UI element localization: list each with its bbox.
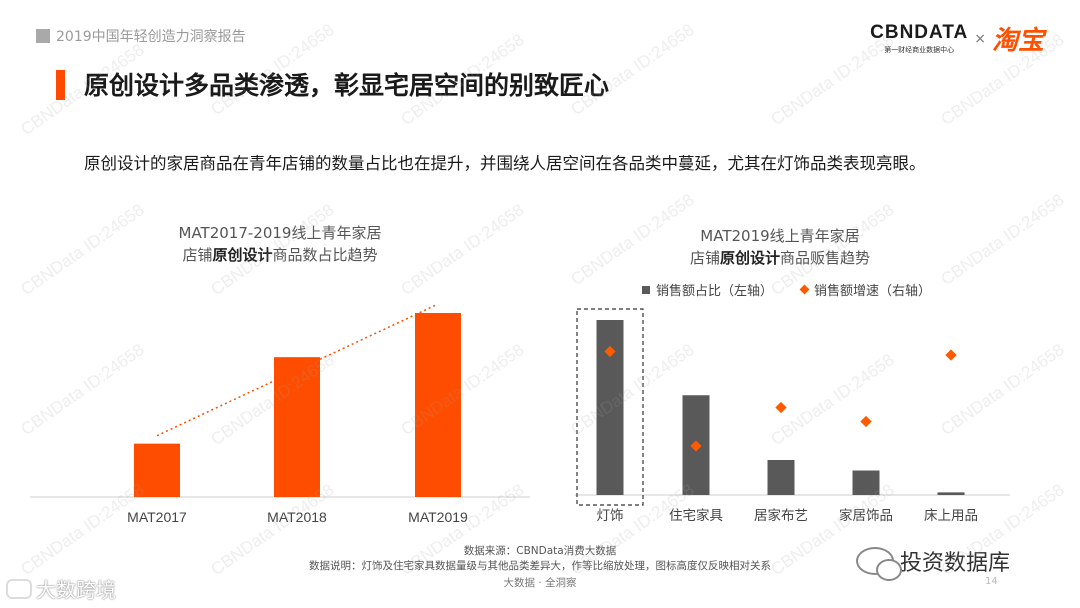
left-bar-mat2019: [415, 313, 461, 497]
right-chart-title: MAT2019线上青年家居 店铺原创设计商品贩售趋势: [650, 225, 910, 269]
legend-square-icon: [642, 285, 650, 294]
left-chart-title-line2: 店铺原创设计商品数占比趋势: [182, 246, 378, 264]
right-chart-title-line1: MAT2019线上青年家居: [700, 227, 860, 245]
right-growth-point-3: [860, 415, 872, 428]
right-x-label-4: 床上用品: [924, 508, 978, 524]
right-x-label-2: 居家布艺: [754, 507, 808, 524]
report-tag-label: 2019中国年轻创造力洞察报告: [56, 29, 246, 45]
brand-separator: ×: [974, 30, 986, 47]
taobao-logo: 淘宝: [991, 26, 1044, 56]
right-x-label-3: 家居饰品: [839, 507, 893, 524]
legend-item-growth: 销售额增速（右轴）: [799, 280, 932, 299]
right-x-label-1: 住宅家具: [669, 507, 723, 524]
left-x-label-mat2018: MAT2018: [267, 509, 327, 525]
left-x-label-mat2017: MAT2017: [127, 509, 187, 525]
right-bar-2: [767, 460, 795, 495]
right-growth-point-0: [604, 345, 616, 358]
left-chart-title: MAT2017-2019线上青年家居 店铺原创设计商品数占比趋势: [150, 222, 410, 266]
legend-item-share: 销售额占比（左轴）: [642, 280, 773, 299]
legend-label-share: 销售额占比（左轴）: [656, 284, 774, 299]
intro-text: 原创设计的家居商品在青年店铺的数量占比也在提升，并围绕人居空间在各品类中蔓延，尤…: [84, 154, 926, 173]
right-bar-3: [852, 470, 880, 495]
right-chart-legend: 销售额占比（左轴） 销售额增速（右轴）: [642, 280, 931, 299]
right-growth-point-1: [690, 440, 702, 452]
cbndata-logo: CBNDATA 第一财经商业数据中心: [870, 22, 968, 55]
highlight-box-lamps: [576, 308, 644, 506]
left-trend-line: [156, 304, 437, 437]
right-growth-point-4: [945, 349, 957, 361]
data-source: 数据来源：CBNData消费大数据: [463, 545, 617, 557]
left-bar-mat2018: [274, 357, 320, 497]
right-x-label-0: 灯饰: [597, 508, 624, 524]
corner-logo-icon: [6, 578, 32, 599]
page-number: 14: [985, 576, 998, 587]
footer-tagline: 大数据 · 全洞察: [503, 577, 577, 589]
report-tag-square: [36, 29, 50, 43]
corner-logo-text: 大数跨境: [36, 578, 116, 602]
corner-logo: 大数跨境: [6, 574, 116, 603]
brand-logos: CBNDATA 第一财经商业数据中心 × 淘宝: [870, 20, 1044, 57]
wechat-account: 投资数据库: [856, 545, 1011, 581]
wechat-icon: [856, 547, 902, 581]
legend-label-growth: 销售额增速（右轴）: [814, 284, 932, 299]
left-bar-mat2017: [134, 443, 180, 497]
cbndata-subtitle: 第一财经商业数据中心: [884, 46, 955, 54]
right-bar-4: [937, 492, 965, 495]
title-accent-bar: [56, 70, 65, 100]
report-tag: 2019中国年轻创造力洞察报告: [36, 26, 246, 46]
right-growth-point-2: [775, 401, 787, 414]
wechat-account-name: 投资数据库: [900, 551, 1011, 576]
page-title: 原创设计多品类渗透，彰显宅居空间的别致匠心: [84, 71, 610, 100]
right-chart-title-line2: 店铺原创设计商品贩售趋势: [689, 249, 871, 267]
data-note: 数据说明：灯饰及住宅家具数据量级与其他品类差异大，作等比缩放处理，图标高度仅反映…: [309, 560, 771, 572]
left-x-label-mat2019: MAT2019: [408, 509, 468, 525]
left-chart-title-line1: MAT2017-2019线上青年家居: [178, 224, 382, 242]
cbndata-name: CBNDATA: [870, 22, 969, 43]
